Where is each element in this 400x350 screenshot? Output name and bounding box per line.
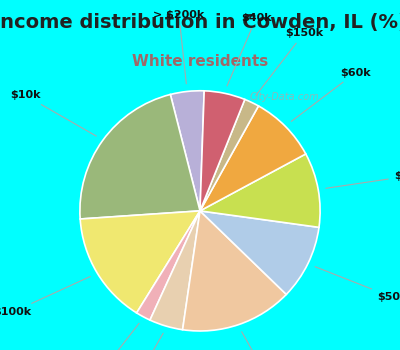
Wedge shape [200,91,245,211]
Text: > $200k: > $200k [153,10,204,84]
Text: $20k: $20k [76,323,139,350]
Wedge shape [170,91,204,211]
Text: $100k: $100k [0,276,90,317]
Text: $60k: $60k [291,68,371,121]
Wedge shape [80,94,200,219]
Wedge shape [80,211,200,313]
Text: $30k: $30k [242,332,294,350]
Text: $50k: $50k [315,267,400,302]
Wedge shape [200,106,306,211]
Text: $40k: $40k [227,13,271,86]
Text: White residents: White residents [132,54,268,69]
Wedge shape [200,211,319,294]
Text: $10k: $10k [10,90,96,136]
Wedge shape [137,211,200,320]
Text: $125k: $125k [106,333,163,350]
Wedge shape [150,211,200,330]
Text: Income distribution in Cowden, IL (%): Income distribution in Cowden, IL (%) [0,13,400,32]
Text: $75k: $75k [326,171,400,188]
Wedge shape [182,211,286,331]
Wedge shape [200,154,320,228]
Text: City-Data.com: City-Data.com [250,92,319,102]
Wedge shape [200,99,258,211]
Text: $150k: $150k [256,28,323,96]
